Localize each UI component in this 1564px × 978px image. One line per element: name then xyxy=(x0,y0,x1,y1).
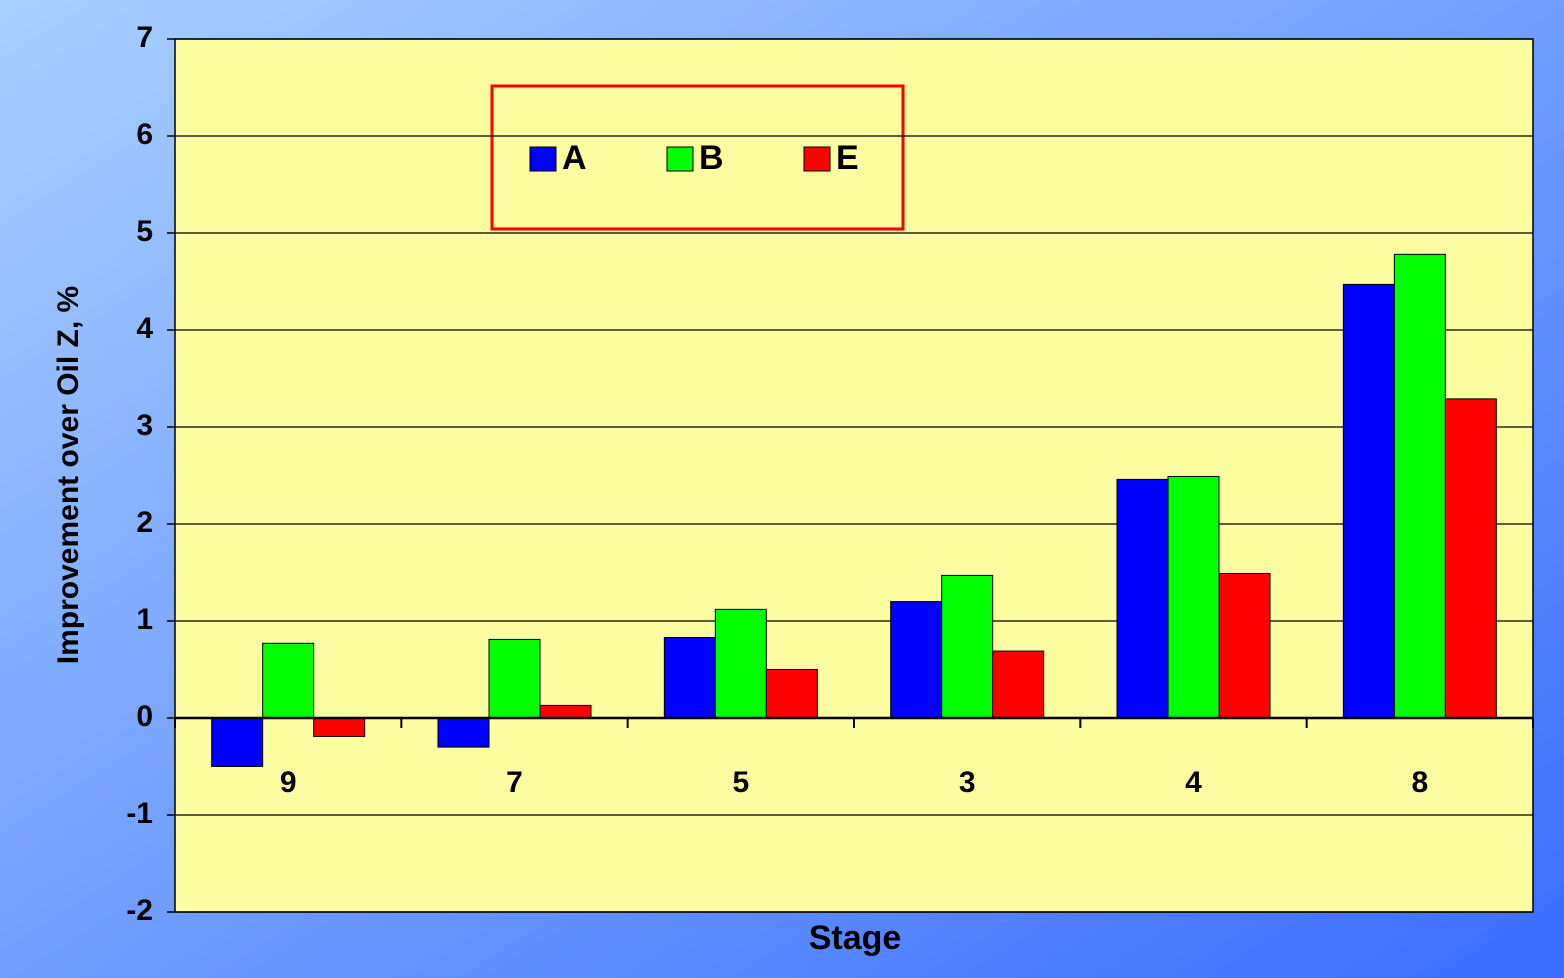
bar xyxy=(1116,478,1169,719)
bar xyxy=(488,638,541,719)
bar xyxy=(1444,398,1497,719)
y-tick-label: 4 xyxy=(136,312,153,345)
y-tick-label: 0 xyxy=(136,700,153,733)
y-tick-label: -1 xyxy=(126,797,153,830)
x-tick-label: 3 xyxy=(959,766,976,799)
x-axis-label: Stage xyxy=(809,919,902,957)
bar xyxy=(1167,475,1220,719)
bar xyxy=(539,704,592,719)
x-tick-label: 8 xyxy=(1411,766,1428,799)
bar xyxy=(714,608,767,719)
bar xyxy=(1218,572,1271,719)
bar xyxy=(765,669,818,719)
y-tick-label: 3 xyxy=(136,409,153,442)
legend-swatch xyxy=(529,146,557,172)
y-tick-label: 7 xyxy=(136,21,153,54)
y-tick-label: 1 xyxy=(136,603,153,636)
legend-label: B xyxy=(699,139,724,177)
bar xyxy=(313,717,366,737)
legend xyxy=(490,84,905,231)
bar xyxy=(663,636,716,719)
legend-label: E xyxy=(836,139,859,177)
y-tick-label: -2 xyxy=(126,894,153,927)
bar xyxy=(437,717,490,748)
bar xyxy=(992,650,1045,719)
legend-swatch xyxy=(803,146,831,172)
x-tick-label: 5 xyxy=(732,766,749,799)
bar xyxy=(941,574,994,719)
legend-label: A xyxy=(562,139,587,177)
x-tick-label: 4 xyxy=(1185,766,1202,799)
bar xyxy=(1342,283,1395,719)
y-axis-label: Improvement over Oil Z, % xyxy=(52,286,85,664)
bar xyxy=(211,717,264,767)
bar xyxy=(262,642,315,719)
y-tick-label: 5 xyxy=(136,215,153,248)
y-tick-label: 2 xyxy=(136,506,153,539)
x-tick-label: 9 xyxy=(280,766,297,799)
x-tick-label: 7 xyxy=(506,766,523,799)
bar xyxy=(1393,253,1446,719)
bar xyxy=(890,601,943,719)
y-tick-label: 6 xyxy=(136,118,153,151)
legend-swatch xyxy=(666,146,694,172)
